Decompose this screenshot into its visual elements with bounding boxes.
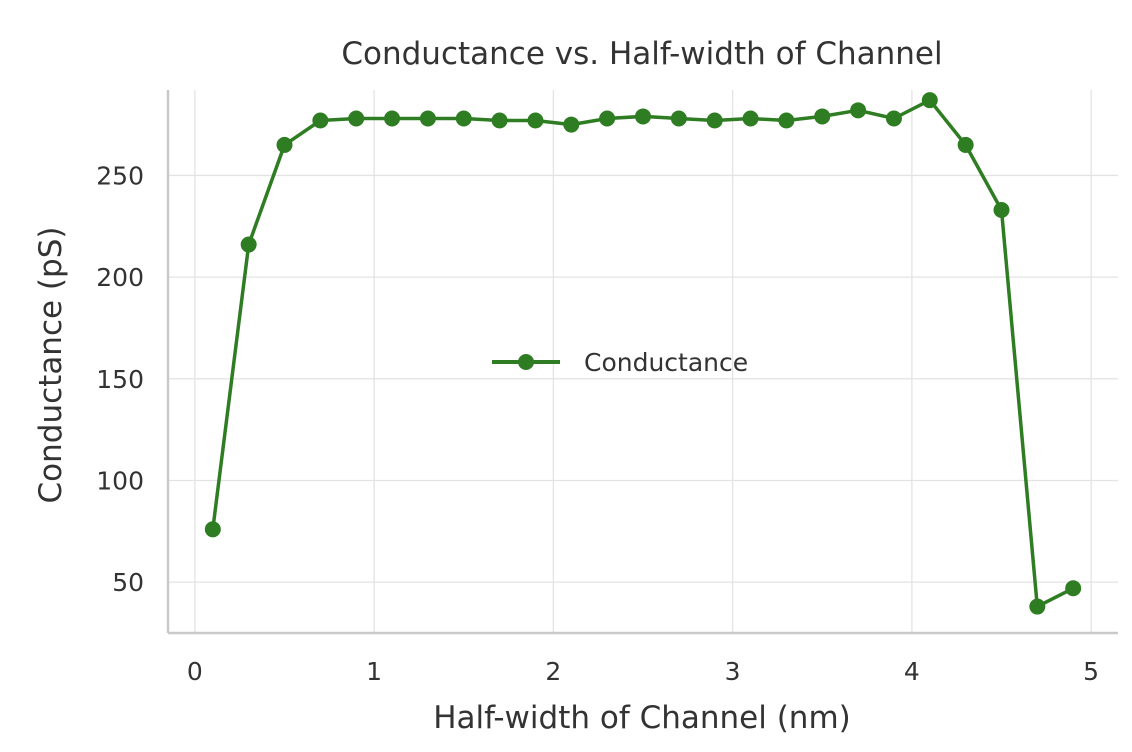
- data-point: [563, 116, 580, 133]
- y-tick-label: 100: [96, 466, 144, 495]
- y-axis-label: Conductance (pS): [33, 227, 69, 504]
- data-point: [384, 110, 401, 127]
- y-tick-label: 200: [96, 263, 144, 292]
- data-point: [527, 112, 544, 129]
- x-tick-label: 0: [187, 657, 203, 686]
- y-tick-label: 150: [96, 365, 144, 394]
- legend-marker-swatch: [518, 354, 534, 370]
- data-point: [778, 112, 795, 129]
- data-point: [419, 110, 436, 127]
- chart-title: Conductance vs. Half-width of Channel: [341, 36, 942, 72]
- grid: [168, 90, 1118, 633]
- data-point: [276, 136, 293, 153]
- legend: Conductance: [492, 348, 748, 377]
- data-point: [957, 136, 974, 153]
- data-point: [742, 110, 759, 127]
- x-tick-label: 5: [1083, 657, 1099, 686]
- x-tick-labels: 0 1 2 3 4 5: [187, 657, 1099, 686]
- y-tick-labels: 50 100 150 200 250: [96, 161, 144, 597]
- y-tick-label: 250: [96, 161, 144, 190]
- data-point: [599, 110, 616, 127]
- data-point: [1029, 598, 1046, 615]
- data-point: [348, 110, 365, 127]
- data-point: [240, 236, 257, 253]
- data-point: [993, 201, 1010, 218]
- data-point: [885, 110, 902, 127]
- data-point: [670, 110, 687, 127]
- data-point: [635, 108, 651, 125]
- data-point: [204, 521, 221, 538]
- x-tick-label: 4: [904, 657, 920, 686]
- x-axis-label: Half-width of Channel (nm): [433, 700, 851, 736]
- data-point: [814, 108, 831, 125]
- legend-label: Conductance: [584, 348, 748, 377]
- data-point: [455, 110, 472, 127]
- data-point: [1065, 580, 1082, 597]
- x-tick-label: 1: [366, 657, 382, 686]
- y-tick-label: 50: [112, 568, 144, 597]
- x-tick-label: 2: [545, 657, 561, 686]
- data-point: [312, 112, 329, 129]
- data-point: [921, 92, 938, 109]
- data-point: [850, 102, 867, 119]
- data-point: [491, 112, 508, 129]
- series-conductance: [204, 92, 1082, 615]
- data-point: [706, 112, 723, 129]
- x-tick-label: 3: [725, 657, 741, 686]
